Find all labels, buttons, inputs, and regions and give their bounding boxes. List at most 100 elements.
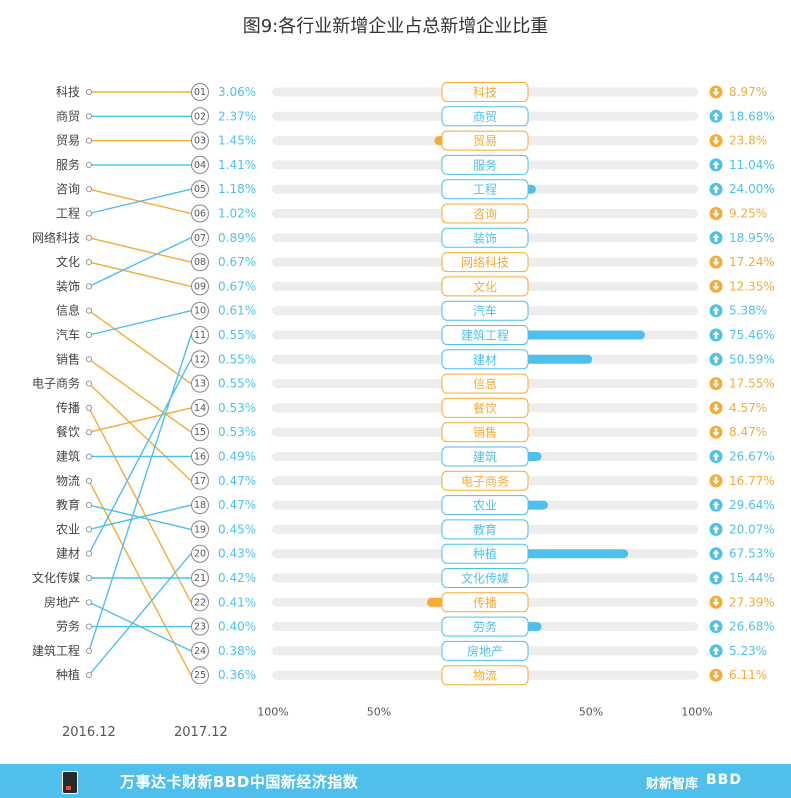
share-value: 0.38%: [218, 644, 256, 658]
rank-circle: [191, 666, 209, 685]
arrow-glyph: [712, 598, 720, 607]
rank-change-chart: 科技商贸贸易服务咨询工程网络科技文化装饰信息汽车销售电子商务传播餐饮建筑物流教育…: [32, 82, 775, 719]
rank-circle: [191, 180, 209, 199]
left-industry-label: 房地产: [44, 594, 80, 609]
rank-circle: [191, 617, 209, 636]
rank-link-line: [88, 407, 192, 433]
left-node-dot: [85, 210, 93, 217]
rank-link-line: [88, 261, 192, 288]
arrow-glyph: [712, 355, 720, 364]
left-node-dot: [85, 550, 93, 557]
arrow-glyph: [712, 574, 720, 582]
share-value: 0.55%: [218, 328, 256, 342]
arrow-glyph: [712, 549, 720, 558]
rank-circle: [191, 471, 209, 490]
left-node-dot: [85, 647, 93, 655]
brand-logo-caixin: 财新智库: [646, 777, 699, 792]
left-industry-label: 建材: [56, 547, 80, 561]
industry-label: 农业: [473, 499, 497, 513]
change-value: 18.68%: [729, 109, 775, 123]
rank-circle: [191, 131, 209, 150]
rank-number: 21: [194, 573, 206, 584]
axis-tick-label: 100%: [681, 706, 712, 719]
share-value: 0.41%: [218, 595, 256, 609]
industry-label-box: [441, 665, 529, 686]
arrow-glyph: [712, 403, 720, 412]
rank-link-line: [88, 358, 192, 433]
left-industry-label: 文化: [56, 254, 80, 269]
change-value: 17.24%: [729, 255, 775, 269]
share-value: 1.02%: [218, 207, 256, 221]
industry-label: 服务: [473, 157, 497, 172]
change-value: 50.59%: [729, 352, 775, 366]
left-node-dot: [85, 113, 93, 120]
arrow-glyph: [712, 646, 720, 655]
left-industry-label: 信息: [56, 303, 80, 318]
left-node-dot: [85, 307, 93, 314]
share-value: 0.53%: [218, 401, 256, 415]
rank-link-line: [88, 237, 192, 263]
industry-label-box: [441, 130, 529, 151]
rank-number: 13: [194, 379, 206, 390]
rank-circle: [191, 569, 209, 587]
left-industry-label: 商贸: [56, 108, 80, 123]
rank-circle: [191, 107, 209, 126]
year-label-2017: 2017.12: [174, 725, 228, 740]
rank-circle: [191, 374, 209, 393]
rank-number: 10: [194, 306, 206, 317]
share-value: 1.45%: [218, 134, 256, 148]
rank-link-line: [88, 334, 192, 652]
share-value: 0.55%: [218, 352, 256, 366]
rank-link-line: [88, 504, 192, 531]
axis-tick-label: 50%: [367, 706, 391, 719]
rank-circle: [191, 228, 209, 247]
left-node-dot: [85, 574, 93, 582]
footer-bar: 万事达卡财新BBD中国新经济指数 财新智库 BBD: [0, 764, 791, 798]
rank-link-line: [88, 237, 192, 288]
industry-label: 网络科技: [461, 255, 509, 270]
change-value: 9.25%: [729, 207, 767, 221]
industry-label-box: [441, 519, 529, 540]
left-node-dot: [85, 502, 93, 509]
left-industry-label: 销售: [56, 351, 80, 366]
industry-label: 汽车: [473, 303, 497, 318]
industry-label: 信息: [473, 376, 497, 391]
rank-circle: [191, 496, 209, 515]
industry-label: 房地产: [467, 643, 503, 658]
arrow-glyph: [712, 306, 720, 315]
share-value: 0.47%: [218, 474, 256, 488]
left-industry-label: 咨询: [56, 181, 80, 196]
industry-label: 建筑工程: [461, 328, 509, 343]
left-industry-label: 餐饮: [56, 424, 80, 439]
left-node-dot: [85, 672, 93, 679]
industry-label: 传播: [473, 595, 497, 610]
left-industry-label: 传播: [56, 400, 80, 415]
rank-link-line: [88, 358, 192, 555]
change-value: 67.53%: [729, 547, 775, 561]
share-value: 3.06%: [218, 85, 256, 99]
change-value: 8.97%: [729, 85, 767, 99]
brand-logo-bbd: BBD: [706, 772, 742, 788]
left-industry-label: 文化传媒: [32, 570, 80, 585]
industry-label: 建筑: [473, 449, 497, 464]
change-value: 4.57%: [729, 401, 767, 415]
phone-icon: [62, 771, 78, 794]
arrow-glyph: [712, 209, 720, 218]
rank-number: 07: [194, 233, 206, 244]
axis-tick-label: 100%: [257, 706, 288, 719]
rank-link-line: [88, 553, 192, 676]
rank-circle: [191, 277, 209, 296]
industry-label-box: [441, 397, 529, 418]
rank-number: 17: [194, 476, 206, 487]
industry-label: 物流: [473, 669, 497, 683]
change-value: 24.00%: [729, 182, 775, 196]
change-value: 8.47%: [729, 425, 767, 439]
industry-label-box: [441, 446, 529, 467]
change-value: 16.77%: [729, 474, 775, 488]
rank-number: 03: [194, 136, 206, 147]
left-industry-label: 建筑: [56, 449, 80, 464]
rank-number: 02: [194, 111, 206, 122]
industry-label-box: [441, 154, 529, 175]
left-industry-label: 教育: [56, 497, 80, 512]
